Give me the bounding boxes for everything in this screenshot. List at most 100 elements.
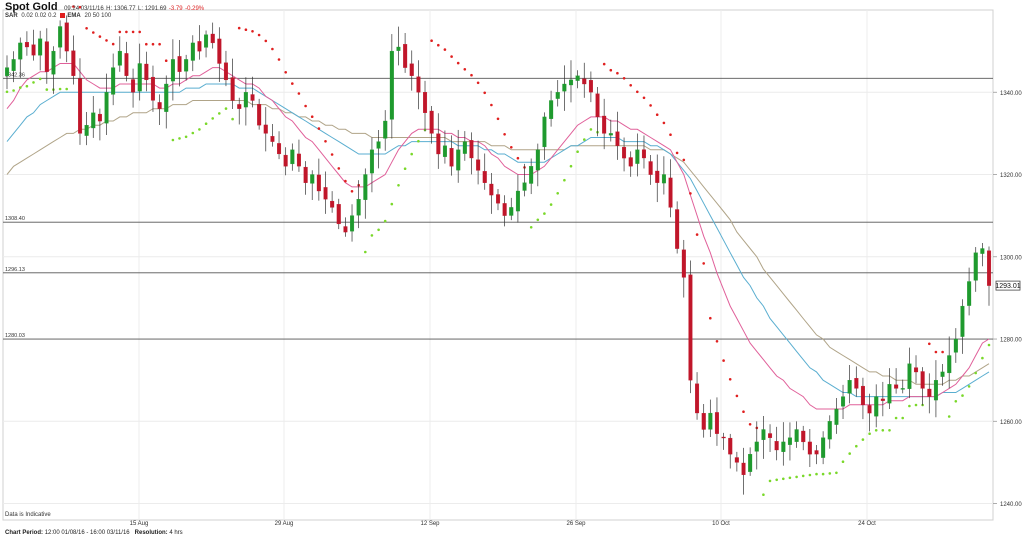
candle-body	[688, 274, 693, 381]
sar-dot	[669, 133, 672, 136]
candle-body	[38, 38, 43, 56]
sar-param: 0.02	[34, 13, 47, 20]
sar-dot	[463, 68, 467, 71]
candle-body	[51, 50, 56, 75]
candle-body	[814, 450, 819, 455]
x-tick-label: 15 Aug	[130, 521, 149, 527]
candle-body	[602, 115, 607, 134]
candle-body	[396, 46, 401, 51]
sar-dot	[377, 228, 380, 232]
sar-dot	[224, 107, 228, 110]
candle-body	[436, 133, 441, 155]
sar-dot	[642, 96, 646, 100]
sar-dot	[536, 218, 540, 222]
period-label: Chart Period:	[5, 530, 44, 536]
candle-body	[708, 412, 713, 430]
candle-body	[542, 116, 547, 148]
candle-body	[748, 454, 753, 472]
sar-dot	[118, 30, 122, 34]
sar-dot	[32, 81, 35, 84]
sar-dot	[184, 135, 188, 139]
candle-body	[277, 143, 282, 155]
chart-header: Spot Gold 09:24 03/11/16 H: 1306.77 L: 1…	[5, 1, 204, 13]
candle-body	[237, 104, 242, 109]
candle-body	[867, 405, 872, 414]
sar-dot	[583, 138, 586, 141]
sar-dot	[914, 403, 918, 407]
sar-dot	[636, 90, 639, 94]
candle-body	[821, 437, 826, 458]
sar-dot	[277, 58, 281, 61]
last-price-box	[995, 280, 1021, 291]
sar-dot	[888, 429, 891, 432]
sar-dot	[45, 88, 49, 91]
ema100-line	[6, 100, 990, 385]
sar-dot	[145, 42, 148, 46]
candle-body	[980, 248, 985, 254]
candle-body	[409, 63, 414, 76]
sar-dot	[775, 478, 778, 482]
candle-body	[157, 102, 162, 109]
last-price-label: 1293.01	[995, 280, 1021, 291]
sar-dot	[722, 359, 725, 362]
candle-body	[204, 34, 209, 48]
sar-dot	[317, 127, 321, 130]
sar-dot	[868, 432, 871, 436]
period-value: 12:00 01/08/16 - 16:00 03/11/16	[44, 530, 130, 536]
sar-dot	[768, 479, 772, 483]
candle-body	[947, 355, 952, 374]
candle-body	[728, 437, 733, 455]
sar-dot	[808, 473, 812, 477]
candle-body	[794, 429, 799, 442]
sar-dot	[655, 113, 659, 116]
ema-lines	[6, 63, 990, 410]
sar-dot	[158, 42, 161, 46]
sar-dot	[456, 61, 460, 65]
x-tick-label: 26 Sep	[566, 521, 586, 527]
candle-body	[117, 50, 122, 66]
sar-dot	[257, 33, 261, 37]
candle-body	[456, 149, 461, 171]
candle-body	[190, 42, 195, 61]
sar-dot	[928, 342, 931, 346]
sar-dot	[981, 356, 984, 360]
candle-body	[555, 92, 560, 99]
sar-dot	[25, 84, 29, 88]
candle-body	[887, 384, 892, 404]
candle-body	[529, 166, 534, 184]
sar-dot	[443, 48, 447, 51]
candle-body	[622, 146, 627, 159]
sar-dot	[19, 86, 22, 89]
candle-body	[423, 92, 428, 113]
sar-dot	[470, 73, 473, 77]
sar-dot	[397, 184, 400, 187]
sar-dot	[138, 30, 141, 34]
candle-body	[933, 380, 938, 401]
candle-body	[595, 93, 600, 118]
candle-body	[184, 59, 189, 72]
sar-dot	[12, 89, 15, 92]
sar-dot	[589, 128, 593, 131]
candle-body	[78, 78, 83, 134]
y-tick-label: 1300.00	[1000, 255, 1022, 261]
candle-body	[535, 149, 540, 171]
candle-body	[914, 367, 919, 373]
sar-dot	[622, 77, 626, 80]
sar-dot	[735, 394, 739, 398]
candle-body	[18, 42, 23, 60]
sar-dot	[569, 164, 573, 168]
sar-param: 0.02	[21, 13, 34, 20]
sar-dot	[516, 156, 520, 160]
sar-dot	[662, 121, 666, 125]
sar-dot	[855, 444, 858, 448]
header-change-pct: -0.29%	[185, 6, 205, 12]
chart-footer: Chart Period: 12:00 01/08/16 - 16:00 03/…	[5, 530, 183, 536]
sar-dot	[251, 30, 254, 33]
candle-body	[223, 62, 228, 81]
candle-body	[197, 41, 202, 52]
header-high: H: 1306.77	[106, 6, 136, 12]
sar-dot	[476, 81, 480, 85]
sar-dot	[370, 234, 374, 237]
candle-body	[170, 59, 175, 82]
